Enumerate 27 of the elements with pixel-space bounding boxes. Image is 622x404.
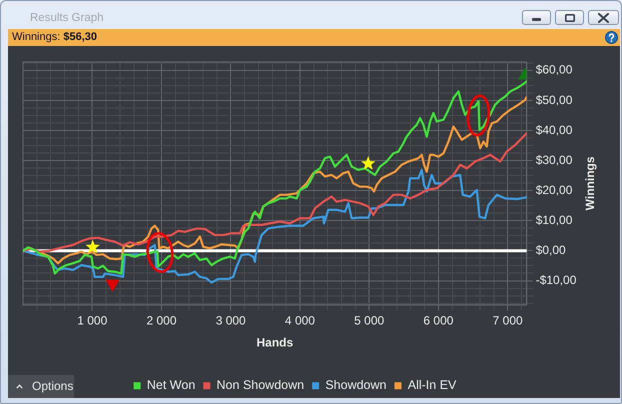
x-tick-label: 2 000 [146,313,177,328]
x-tick-label: 6 000 [423,313,454,328]
legend-label: Net Won [146,378,196,392]
point [86,240,100,254]
legend-label: Showdown [325,378,387,392]
legend-label: All-In EV [408,378,458,392]
legend-label: Non Showdown [216,378,304,392]
y-tick-label: $40,00 [536,122,573,137]
x-tick-label: 7 000 [492,313,523,328]
y-tick-label: $30,00 [536,152,573,167]
x-axis-title: Hands [256,336,294,350]
x-tick-label: 3 000 [216,313,246,328]
y-tick-label: $10,00 [536,212,573,227]
y-tick-label: $60,00 [536,62,573,77]
y-tick-label: -$10,00 [536,273,577,288]
point [106,280,120,292]
y-tick-label: $0,00 [536,243,566,258]
x-tick-label: 1 000 [77,313,108,328]
x-tick-label: 5 000 [354,313,385,328]
y-axis-title: Winnings [583,156,598,210]
x-tick-label: 4 000 [284,313,316,328]
y-tick-label: $20,00 [536,182,573,197]
point [361,156,376,170]
y-tick-label: $50,00 [536,92,573,107]
options-button: Options [8,375,74,398]
chart-subtitle: Winnings: $56,30 [12,30,98,45]
chart-title: Results Graph [30,11,104,26]
